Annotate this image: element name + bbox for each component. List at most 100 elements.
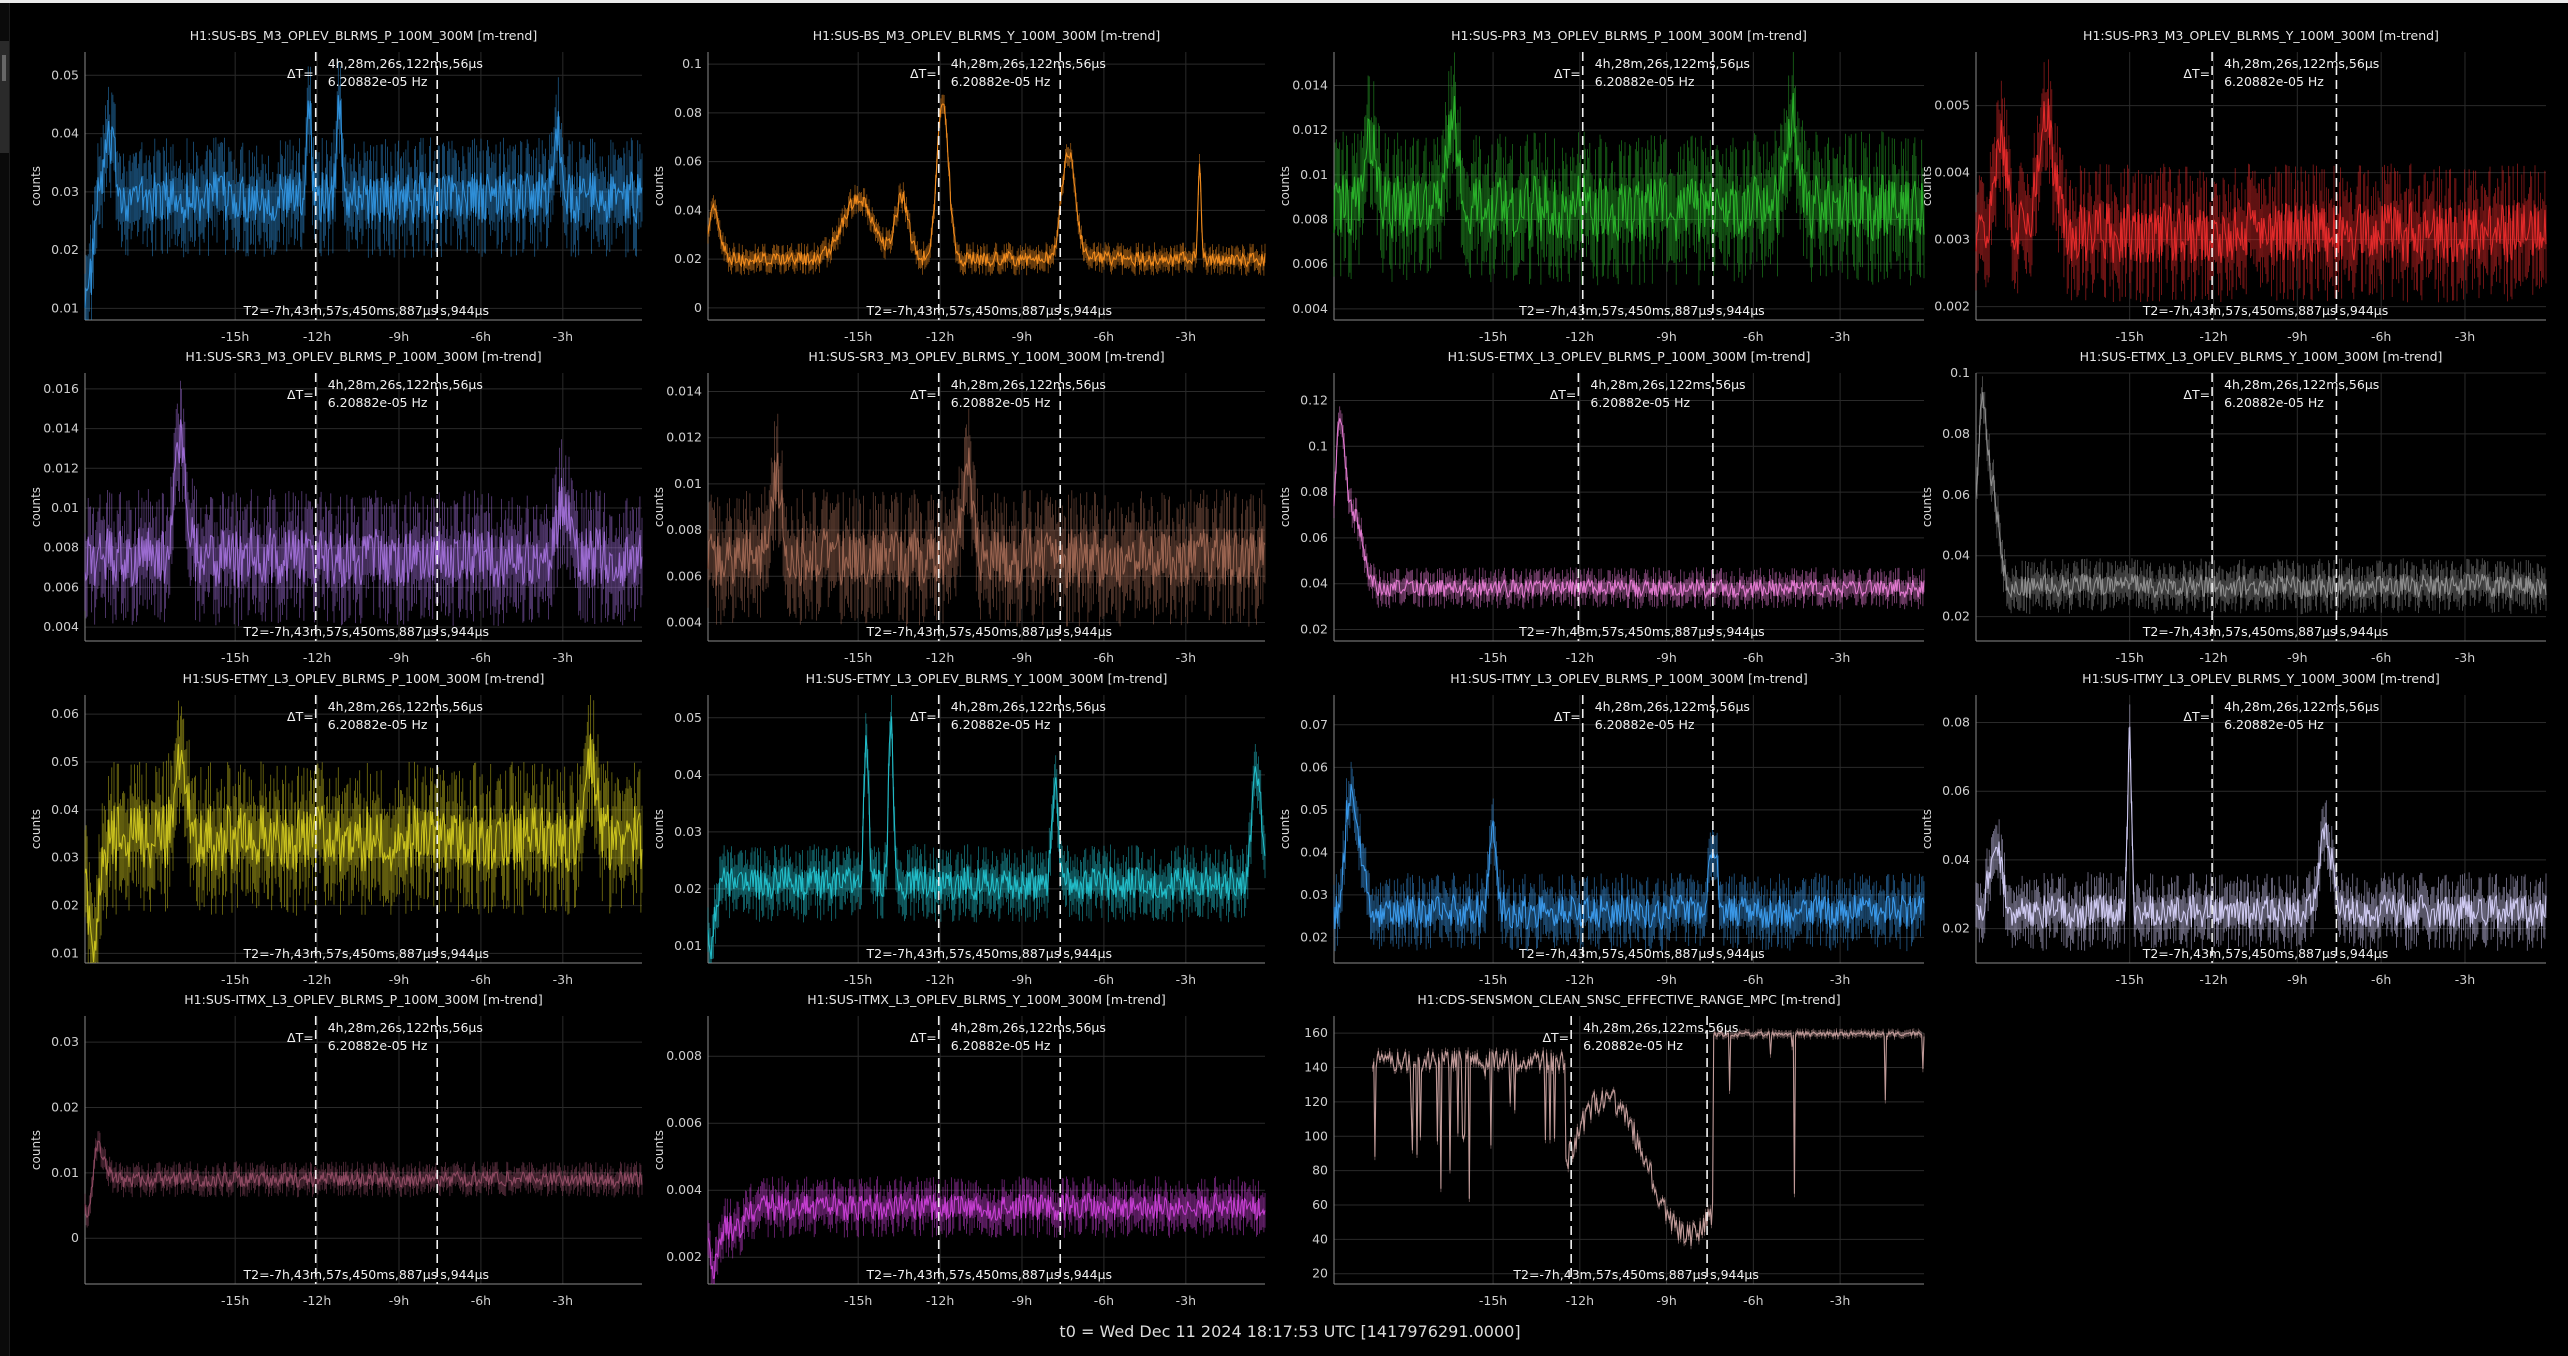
y-tick-label: 0.002 [1934,299,1970,314]
y-tick-label: 0.03 [51,1034,79,1049]
x-tick-label: -15h [844,1293,872,1308]
x-tick-label: -9h [2287,650,2307,665]
series-line [1975,726,2547,929]
y-tick-label: 0.005 [1934,98,1970,113]
plot-panel: H1:CDS-SENSMON_CLEAN_SNSC_EFFECTIVE_RANG… [1304,992,1925,1308]
t2-readout-suffix: s,944µs [1710,1267,1759,1282]
delta-t-value: 4h,28m,26s,122ms,56µs [328,1020,483,1035]
delta-t-label: ΔT= [910,66,937,81]
x-tick-label: -15h [844,329,872,344]
delta-frequency: 6.20882e-05 Hz [2224,717,2324,732]
t2-readout-suffix: s,944µs [2339,946,2388,961]
delta-t-label: ΔT= [1554,709,1581,724]
y-tick-label: 0.01 [674,938,702,953]
delta-t-value: 4h,28m,26s,122ms,56µs [2224,56,2379,71]
y-tick-label: 60 [1312,1197,1328,1212]
delta-frequency: 6.20882e-05 Hz [951,74,1051,89]
x-tick-label: -15h [1479,1293,1507,1308]
delta-t-label: ΔT= [1550,387,1577,402]
delta-t-label: ΔT= [287,66,314,81]
y-tick-label: 0.04 [1942,548,1970,563]
y-tick-label: 0.012 [1292,122,1328,137]
y-axis-label: counts [29,809,43,849]
y-tick-label: 0.02 [1942,921,1970,936]
y-tick-label: 0 [694,300,702,315]
plot-title: H1:SUS-ITMY_L3_OPLEV_BLRMS_P_100M_300M [… [1450,671,1808,686]
delta-t-label: ΔT= [2183,387,2210,402]
x-tick-label: -15h [844,972,872,987]
y-tick-label: 0.002 [666,1249,702,1264]
y-tick-label: 0.006 [666,568,702,583]
plot-title: H1:SUS-ETMY_L3_OPLEV_BLRMS_P_100M_300M [… [183,671,545,686]
x-tick-label: -9h [1656,972,1676,987]
y-tick-label: 160 [1304,1025,1328,1040]
x-tick-label: -6h [2371,329,2391,344]
sidebar-handle[interactable] [0,41,9,153]
series-line [707,1191,1266,1280]
y-tick-label: 0.014 [1292,78,1328,93]
delta-frequency: 6.20882e-05 Hz [328,717,428,732]
series-line [84,419,643,588]
x-tick-label: -12h [2199,972,2227,987]
y-tick-label: 0.03 [1300,887,1328,902]
plot-title: H1:SUS-SR3_M3_OPLEV_BLRMS_P_100M_300M [m… [185,349,541,364]
x-tick-label: -6h [1743,972,1763,987]
y-tick-label: 0.04 [51,126,79,141]
series-line [1372,1029,1925,1246]
t2-readout: T2=-7h,43m,57s,450ms,887µs [866,303,1061,318]
t2-readout: T2=-7h,43m,57s,450ms,887µs [1512,1267,1707,1282]
series-envelope [1975,59,2547,303]
x-tick-label: -15h [221,972,249,987]
t2-readout: T2=-7h,43m,57s,450ms,887µs [866,1267,1061,1282]
y-tick-label: 0.02 [51,898,79,913]
plot-title: H1:SUS-ITMY_L3_OPLEV_BLRMS_Y_100M_300M [… [2082,671,2440,686]
y-tick-label: 0.02 [51,1100,79,1115]
delta-t-label: ΔT= [2183,709,2210,724]
delta-t-value: 4h,28m,26s,122ms,56µs [1595,56,1750,71]
y-tick-label: 0.014 [43,421,79,436]
y-axis-label: counts [29,487,43,527]
series-line [84,95,643,308]
delta-frequency: 6.20882e-05 Hz [328,74,428,89]
x-tick-label: -9h [1012,1293,1032,1308]
y-tick-label: 0.05 [51,754,79,769]
t2-readout: T2=-7h,43m,57s,450ms,887µs [243,1267,438,1282]
delta-frequency: 6.20882e-05 Hz [951,395,1051,410]
y-tick-label: 0.05 [674,710,702,725]
x-tick-label: -9h [1012,329,1032,344]
y-tick-label: 0.06 [1942,783,1970,798]
x-tick-label: -15h [2116,972,2144,987]
y-tick-label: 0.008 [1292,212,1328,227]
y-tick-label: 0.006 [666,1115,702,1130]
y-tick-label: 0.08 [1942,426,1970,441]
delta-t-value: 4h,28m,26s,122ms,56µs [951,1020,1106,1035]
y-tick-label: 0 [71,1230,79,1245]
y-axis-label: counts [652,487,666,527]
x-tick-label: -12h [303,972,331,987]
delta-frequency: 6.20882e-05 Hz [1590,395,1690,410]
y-tick-label: 0.02 [51,242,79,257]
t2-readout: T2=-7h,43m,57s,450ms,887µs [866,946,1061,961]
y-axis-label: counts [652,166,666,206]
delta-t-label: ΔT= [287,709,314,724]
x-tick-label: -12h [1566,329,1594,344]
delta-frequency: 6.20882e-05 Hz [951,717,1051,732]
t2-readout: T2=-7h,43m,57s,450ms,887µs [1518,624,1713,639]
t2-readout: T2=-7h,43m,57s,450ms,887µs [2142,946,2337,961]
delta-t-value: 4h,28m,26s,122ms,56µs [328,377,483,392]
series-line [1333,418,1925,600]
t2-readout: T2=-7h,43m,57s,450ms,887µs [243,624,438,639]
delta-t-label: ΔT= [1542,1030,1569,1045]
plot-panel: H1:SUS-PR3_M3_OPLEV_BLRMS_Y_100M_300M [m… [1920,28,2547,344]
x-tick-label: -3h [553,650,573,665]
x-tick-label: -9h [1656,329,1676,344]
x-tick-label: -6h [471,1293,491,1308]
series-line [84,733,643,963]
series-line [84,1140,643,1219]
y-axis-label: counts [29,166,43,206]
delta-t-label: ΔT= [910,387,937,402]
y-tick-label: 100 [1304,1128,1328,1143]
y-axis-label: counts [29,1130,43,1170]
x-tick-label: -9h [389,1293,409,1308]
x-tick-label: -15h [2116,329,2144,344]
